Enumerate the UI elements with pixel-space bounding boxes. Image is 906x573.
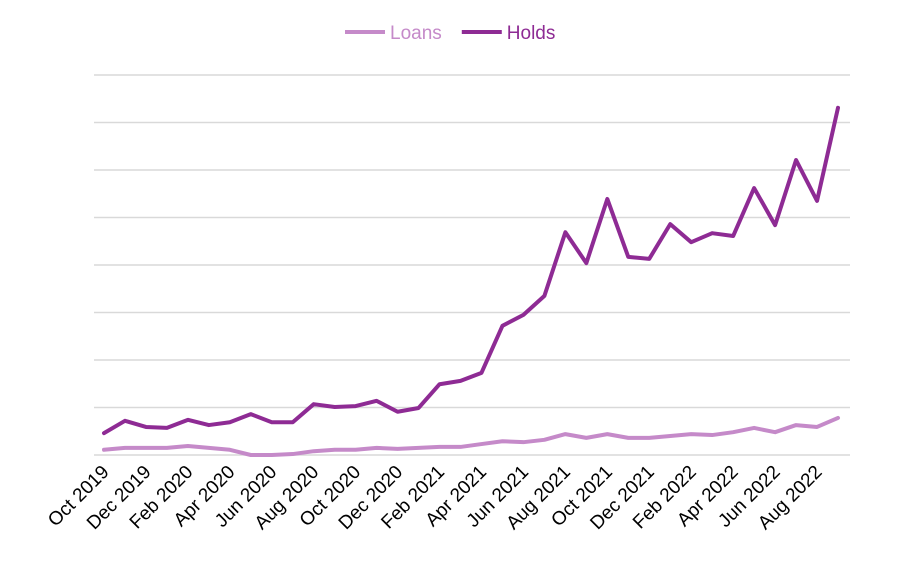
legend-label: Loans bbox=[390, 23, 442, 44]
legend-label: Holds bbox=[507, 23, 556, 44]
series-line bbox=[102, 105, 840, 436]
series-line bbox=[102, 415, 840, 457]
